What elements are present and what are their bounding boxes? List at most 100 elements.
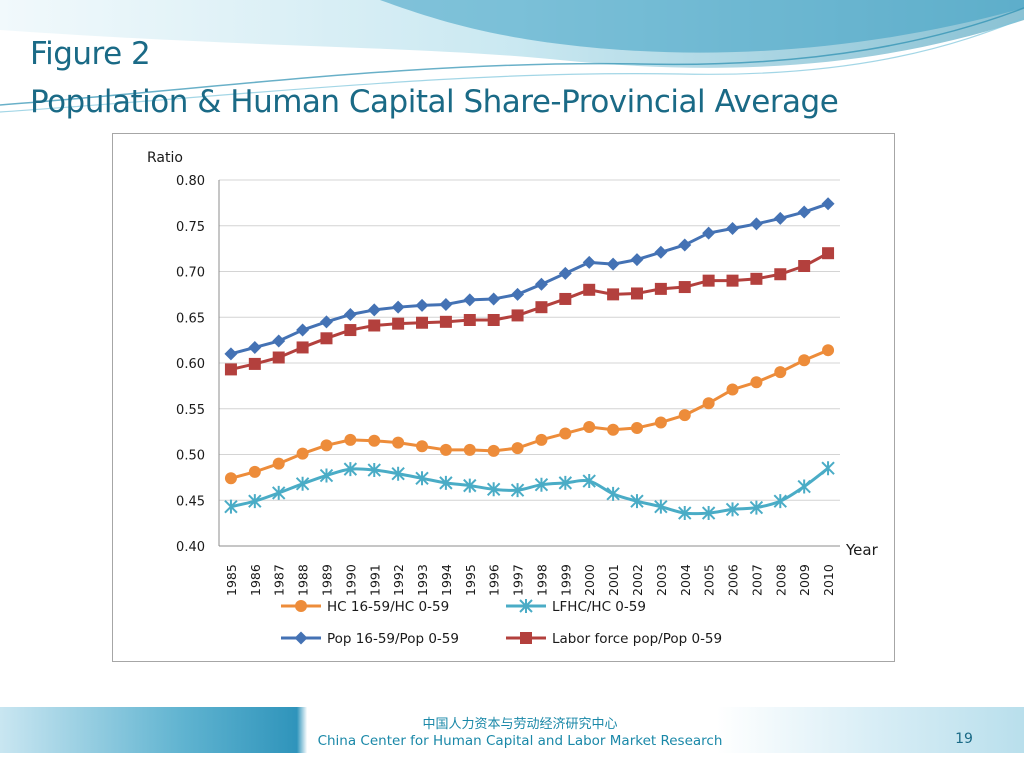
data-point: [702, 397, 715, 410]
y-tick-label: 0.60: [176, 357, 205, 372]
legend-label: HC 16-59/HC 0-59: [327, 599, 449, 615]
x-tick-label: 2010: [821, 564, 836, 596]
data-point: [439, 297, 453, 311]
data-point: [702, 274, 715, 287]
y-tick-label: 0.55: [176, 403, 205, 418]
data-point: [725, 502, 740, 517]
y-axis-title: Ratio: [147, 150, 183, 166]
legend-label: Pop 16-59/Pop 0-59: [327, 631, 459, 647]
x-tick-label: 2001: [606, 564, 621, 596]
legend-marker: [294, 631, 308, 645]
data-point: [559, 292, 572, 305]
data-point: [797, 479, 811, 494]
x-tick-label: 1995: [463, 564, 478, 596]
data-point: [319, 315, 333, 329]
data-point: [487, 313, 500, 326]
data-point: [582, 474, 596, 489]
data-point: [821, 461, 835, 476]
data-point: [487, 444, 500, 457]
data-point: [702, 226, 716, 240]
data-point: [726, 383, 739, 396]
data-point: [678, 506, 692, 521]
data-point: [510, 483, 525, 498]
x-tick-label: 1997: [511, 564, 526, 596]
legend-marker: [520, 632, 532, 644]
data-point: [439, 315, 452, 328]
data-point: [822, 344, 835, 357]
data-point: [606, 486, 620, 501]
data-point: [821, 197, 835, 211]
data-point: [343, 462, 358, 477]
legend-marker: [295, 600, 307, 612]
data-point: [368, 319, 381, 332]
data-point: [558, 475, 573, 490]
x-tick-label: 1991: [367, 564, 382, 596]
data-point: [607, 288, 620, 301]
data-point: [344, 433, 357, 446]
x-tick-label: 2006: [726, 564, 741, 596]
data-point: [487, 292, 501, 306]
legend-marker: [519, 599, 533, 613]
x-tick-label: 2009: [797, 564, 812, 596]
data-point: [320, 332, 333, 345]
x-tick-label: 2004: [678, 564, 693, 596]
data-point: [607, 423, 620, 436]
data-point: [248, 494, 262, 509]
data-point: [416, 316, 429, 329]
data-point: [654, 245, 668, 259]
x-tick-label: 1999: [558, 564, 573, 596]
data-point: [773, 494, 787, 509]
x-tick-label: 1996: [487, 564, 502, 596]
y-tick-label: 0.75: [176, 220, 205, 235]
data-point: [798, 260, 811, 273]
data-point: [511, 442, 524, 455]
data-point: [224, 499, 238, 514]
x-tick-label: 1986: [248, 564, 263, 596]
footer-organization-cn: 中国人力资本与劳动经济研究中心: [422, 717, 618, 732]
data-point: [630, 287, 643, 300]
legend-label: LFHC/HC 0-59: [552, 599, 646, 615]
data-point: [367, 303, 381, 317]
data-point: [486, 482, 501, 497]
y-tick-label: 0.50: [176, 449, 205, 464]
data-point: [463, 313, 476, 326]
data-point: [534, 477, 549, 492]
data-point: [272, 485, 286, 500]
x-tick-label: 1988: [296, 564, 311, 596]
x-tick-label: 1990: [343, 564, 358, 596]
x-tick-label: 1998: [534, 564, 549, 596]
data-point: [368, 434, 381, 447]
x-tick-label: 2000: [582, 564, 597, 596]
x-tick-label: 2002: [630, 564, 645, 596]
data-point: [583, 421, 596, 434]
data-point: [798, 354, 811, 367]
x-tick-label: 2003: [654, 564, 669, 596]
slide-title-line-1: Figure 2: [30, 36, 151, 72]
data-point: [559, 427, 572, 440]
data-point: [392, 436, 405, 449]
footer-bar: [0, 707, 1024, 753]
data-point: [272, 351, 285, 364]
data-point: [630, 421, 643, 434]
data-point: [822, 247, 835, 260]
y-tick-label: 0.45: [176, 494, 205, 509]
data-point: [678, 281, 691, 294]
data-point: [344, 324, 357, 337]
series-line-4: [230, 251, 829, 371]
x-tick-label: 2008: [773, 564, 788, 596]
data-point: [583, 283, 596, 296]
data-point: [272, 457, 285, 470]
y-tick-label: 0.40: [176, 540, 205, 555]
data-point: [797, 205, 811, 219]
data-point: [272, 334, 286, 348]
data-point: [224, 363, 237, 376]
data-point: [678, 409, 691, 422]
footer-organization-en: China Center for Human Capital and Labor…: [317, 733, 723, 749]
data-point: [726, 221, 740, 235]
data-point: [726, 274, 739, 287]
data-point: [749, 217, 763, 231]
data-point: [248, 340, 262, 354]
data-point: [749, 500, 764, 515]
data-point: [248, 465, 261, 478]
x-tick-label: 1989: [319, 564, 334, 596]
